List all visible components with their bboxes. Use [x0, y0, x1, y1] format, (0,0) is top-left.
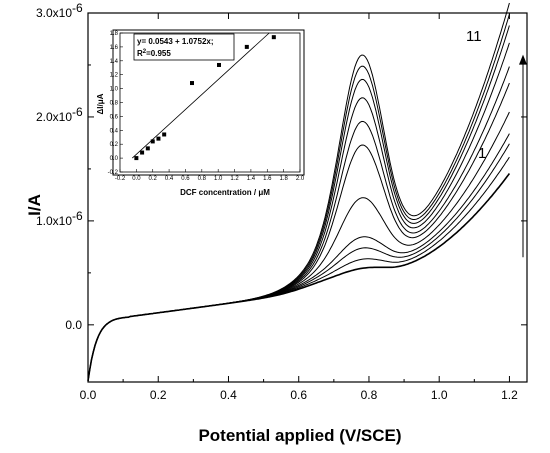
inset-x-tick-label: 1.0: [214, 176, 223, 182]
y-tick-exponent: -6: [72, 105, 83, 119]
inset-y-tick-label: 0.0: [110, 156, 119, 162]
inset-x-tick-label: 0.0: [132, 176, 141, 182]
inset-x-tick-label: -0.2: [115, 176, 126, 182]
arrow-head: [519, 54, 527, 65]
inset-x-tick-label: 0.8: [198, 176, 207, 182]
y-tick-label: 0.0: [65, 318, 82, 332]
inset-x-tick-label: 0.2: [149, 176, 158, 182]
inset-data-point: [134, 156, 139, 161]
y-tick-label: 1.0x10: [36, 214, 72, 228]
main-axes: 0.0 0.2 0.4 0.6 0.8 1.0 1.20.01.0x10 -62.0x10 -6…: [36, 1, 528, 402]
increase-arrow: [519, 54, 527, 258]
y-tick-exponent: -6: [72, 209, 83, 223]
inset-y-tick-label: 1.8: [110, 31, 119, 37]
inset-y-tick-label: 1.0: [110, 87, 119, 93]
curve-label-first: 1: [478, 145, 486, 162]
inset-y-tick-label: 0.6: [110, 114, 119, 120]
x-tick-label: 0.2: [150, 388, 167, 402]
inset-y-axis-title: ΔI/μA: [96, 93, 105, 114]
inset-data-point: [156, 136, 161, 141]
y-axis-title: I/A: [25, 194, 44, 216]
inset-regression-line: [132, 32, 270, 159]
equation-line-2: R2=0.955: [137, 49, 171, 58]
inset-data-point: [145, 146, 150, 151]
inset-y-tick-label: 0.4: [110, 128, 119, 134]
inset-x-tick-label: 1.6: [263, 176, 272, 182]
x-tick-label: 1.0: [431, 388, 448, 402]
inset-x-axis-title: DCF concentration / μM: [180, 188, 270, 197]
inset-data-point: [271, 35, 276, 40]
inset-axes: -0.2 0.0 0.2 0.4 0.6 0.8 1.0 1.2 1.4 1.6 1.8 2.0 -0.…: [108, 31, 305, 182]
x-tick-label: 0.6: [290, 388, 307, 402]
curve-label-last: 11: [466, 28, 482, 45]
inset-data-point: [140, 150, 145, 155]
main-plot-frame: [87, 12, 528, 383]
inset-y-tick-label: 1.4: [110, 59, 119, 65]
inset-y-tick-label: 1.2: [110, 73, 119, 79]
inset-x-tick-label: 1.2: [230, 176, 239, 182]
inset-x-tick-label: 2.0: [296, 176, 305, 182]
inset-x-tick-label: 1.8: [279, 176, 288, 182]
y-tick-exponent: -6: [72, 1, 83, 15]
inset-data-points: [134, 35, 276, 161]
inset-x-tick-label: 0.6: [181, 176, 190, 182]
inset-x-tick-label: 1.4: [247, 176, 256, 182]
inset-fit-line: [132, 32, 270, 159]
voltammogram-curve: [87, 156, 510, 382]
equation-line-1: y= 0.0543 + 1.0752x;: [137, 37, 214, 46]
x-tick-label: 0.4: [220, 388, 237, 402]
inset-data-point: [162, 132, 167, 137]
inset-y-tick-label: 0.8: [110, 101, 119, 107]
inset-x-tick-label: 0.4: [165, 176, 174, 182]
calibration-inset: -0.2 0.0 0.2 0.4 0.6 0.8 1.0 1.2 1.4 1.6 1.8 2.0 -0.…: [96, 29, 305, 197]
y-tick-label: 3.0x10: [36, 6, 72, 20]
equation-box: [133, 33, 235, 61]
x-tick-label: 0.8: [361, 388, 378, 402]
inset-y-tick-label: 0.2: [110, 142, 119, 148]
x-tick-label: 0.0: [80, 388, 97, 402]
inset-data-point: [190, 81, 194, 86]
inset-data-point: [150, 139, 155, 144]
x-tick-label: 1.2: [501, 388, 518, 402]
y-tick-label: 2.0x10: [36, 110, 72, 124]
voltammogram-curve: [87, 2, 510, 382]
x-axis-title: Potential applied (V/SCE): [198, 426, 401, 445]
inset-y-tick-label: -0.2: [108, 170, 119, 176]
voltammetry-curves: [87, 2, 511, 382]
inset-y-tick-label: 1.6: [110, 45, 119, 51]
inset-data-point: [244, 44, 249, 49]
inset-data-point: [217, 62, 221, 67]
